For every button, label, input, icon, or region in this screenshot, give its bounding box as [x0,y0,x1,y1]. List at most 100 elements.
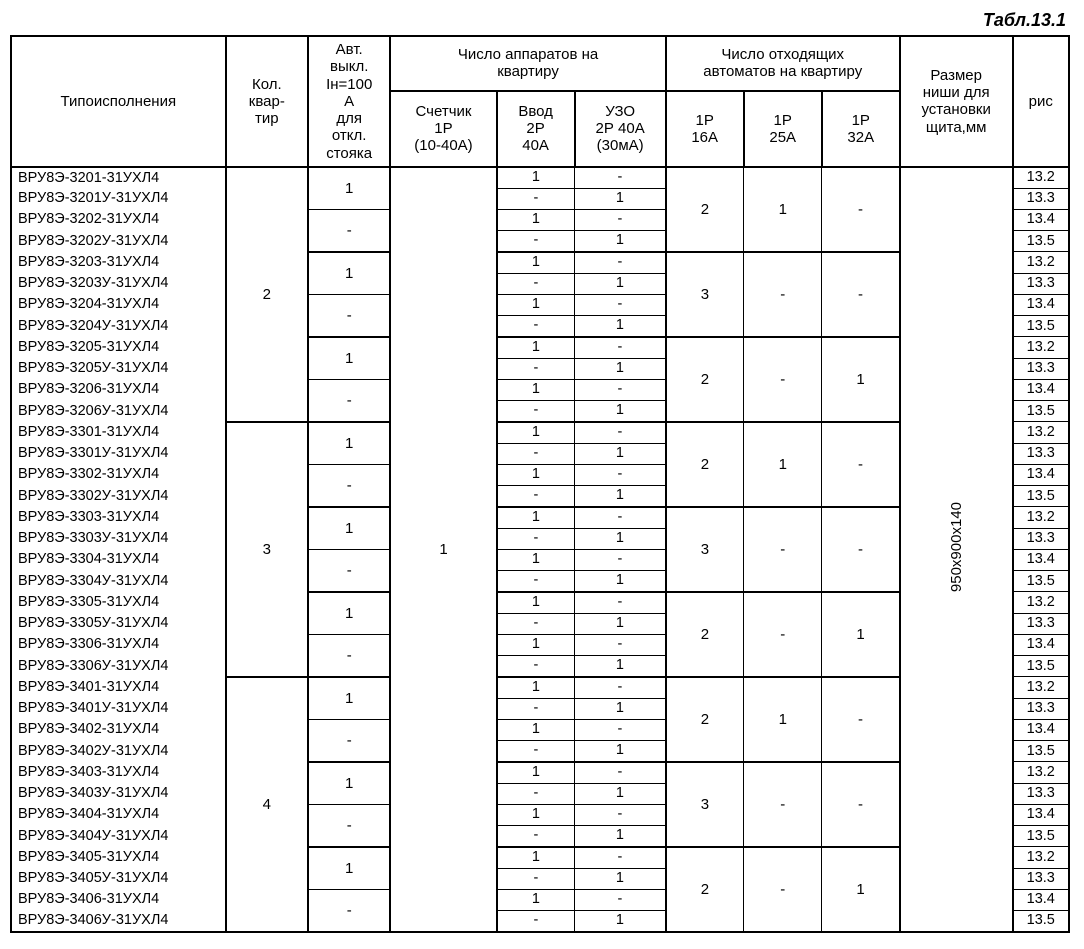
uzo-cell: - [575,167,666,189]
hdr-vvod: Ввод2Р40А [497,91,575,167]
model-cell: ВРУ8Э-3203-31УХЛ4 [11,252,226,274]
avt-cell: - [308,379,390,422]
uzo-cell: 1 [575,783,666,804]
model-cell: ВРУ8Э-3205У-31УХЛ4 [11,358,226,379]
vvod-cell: 1 [497,889,575,910]
vvod-cell: 1 [497,252,575,274]
avt-cell: 1 [308,677,390,720]
model-cell: ВРУ8Э-3306У-31УХЛ4 [11,655,226,677]
p32-cell: 1 [822,847,900,932]
p16-cell: 3 [666,507,744,592]
uzo-cell: 1 [575,825,666,847]
razmer-cell: 950х900х140 [900,167,1013,932]
model-cell: ВРУ8Э-3201У-31УХЛ4 [11,188,226,209]
p25-cell: 1 [744,167,822,252]
avt-cell: 1 [308,592,390,635]
avt-cell: 1 [308,847,390,890]
p32-cell: - [822,762,900,847]
p16-cell: 3 [666,252,744,337]
p25-cell: 1 [744,422,822,507]
vvod-cell: 1 [497,677,575,699]
avt-cell: - [308,804,390,847]
uzo-cell: - [575,592,666,614]
avt-cell: - [308,889,390,932]
model-cell: ВРУ8Э-3202-31УХЛ4 [11,209,226,230]
hdr-p25: 1Р25А [744,91,822,167]
vvod-cell: - [497,230,575,252]
hdr-model: Типоисполнения [11,36,226,167]
uzo-cell: - [575,337,666,359]
vvod-cell: 1 [497,549,575,570]
uzo-cell: 1 [575,528,666,549]
model-cell: ВРУ8Э-3302У-31УХЛ4 [11,485,226,507]
uzo-cell: 1 [575,315,666,337]
ris-cell: 13.2 [1013,677,1069,699]
p32-cell: - [822,252,900,337]
ris-cell: 13.5 [1013,655,1069,677]
ris-cell: 13.4 [1013,294,1069,315]
vvod-cell: - [497,613,575,634]
avt-cell: 1 [308,337,390,380]
kol-cell: 3 [226,422,308,677]
avt-cell: 1 [308,422,390,465]
model-cell: ВРУ8Э-3404-31УХЛ4 [11,804,226,825]
uzo-cell: 1 [575,868,666,889]
uzo-cell: - [575,507,666,529]
vvod-cell: - [497,188,575,209]
vvod-cell: 1 [497,209,575,230]
uzo-cell: - [575,634,666,655]
vvod-cell: - [497,315,575,337]
uzo-cell: - [575,719,666,740]
model-cell: ВРУ8Э-3301У-31УХЛ4 [11,443,226,464]
p16-cell: 2 [666,677,744,762]
p25-cell: 1 [744,677,822,762]
ris-cell: 13.4 [1013,804,1069,825]
schetchik-cell: 1 [390,167,496,932]
model-cell: ВРУ8Э-3203У-31УХЛ4 [11,273,226,294]
uzo-cell: - [575,294,666,315]
p25-cell: - [744,507,822,592]
vvod-cell: 1 [497,507,575,529]
model-cell: ВРУ8Э-3305У-31УХЛ4 [11,613,226,634]
vvod-cell: - [497,783,575,804]
uzo-cell: 1 [575,698,666,719]
model-cell: ВРУ8Э-3406-31УХЛ4 [11,889,226,910]
model-cell: ВРУ8Э-3401-31УХЛ4 [11,677,226,699]
ris-cell: 13.3 [1013,613,1069,634]
uzo-cell: 1 [575,273,666,294]
p25-cell: - [744,592,822,677]
uzo-cell: 1 [575,655,666,677]
avt-cell: 1 [308,507,390,550]
hdr-schetchik: Счетчик1Р(10-40А) [390,91,496,167]
p32-cell: - [822,677,900,762]
uzo-cell: 1 [575,910,666,932]
vvod-cell: 1 [497,847,575,869]
ris-cell: 13.4 [1013,379,1069,400]
hdr-razmer: Размерниши дляустановкищита,мм [900,36,1013,167]
ris-cell: 13.3 [1013,188,1069,209]
vvod-cell: 1 [497,337,575,359]
ris-cell: 13.4 [1013,464,1069,485]
ris-cell: 13.2 [1013,337,1069,359]
ris-cell: 13.3 [1013,443,1069,464]
model-cell: ВРУ8Э-3402У-31УХЛ4 [11,740,226,762]
hdr-ris: рис [1013,36,1069,167]
vvod-cell: - [497,273,575,294]
model-cell: ВРУ8Э-3201-31УХЛ4 [11,167,226,189]
p25-cell: - [744,337,822,422]
model-cell: ВРУ8Э-3304-31УХЛ4 [11,549,226,570]
hdr-avt: Авт.выкл.Iн=100Адляоткл.стояка [308,36,390,167]
uzo-cell: 1 [575,485,666,507]
model-cell: ВРУ8Э-3206-31УХЛ4 [11,379,226,400]
avt-cell: - [308,719,390,762]
model-cell: ВРУ8Э-3303-31УХЛ4 [11,507,226,529]
vvod-cell: 1 [497,762,575,784]
model-cell: ВРУ8Э-3206У-31УХЛ4 [11,400,226,422]
vvod-cell: - [497,868,575,889]
model-cell: ВРУ8Э-3403У-31УХЛ4 [11,783,226,804]
model-cell: ВРУ8Э-3304У-31УХЛ4 [11,570,226,592]
p16-cell: 2 [666,167,744,252]
ris-cell: 13.4 [1013,889,1069,910]
p32-cell: 1 [822,592,900,677]
uzo-cell: - [575,889,666,910]
